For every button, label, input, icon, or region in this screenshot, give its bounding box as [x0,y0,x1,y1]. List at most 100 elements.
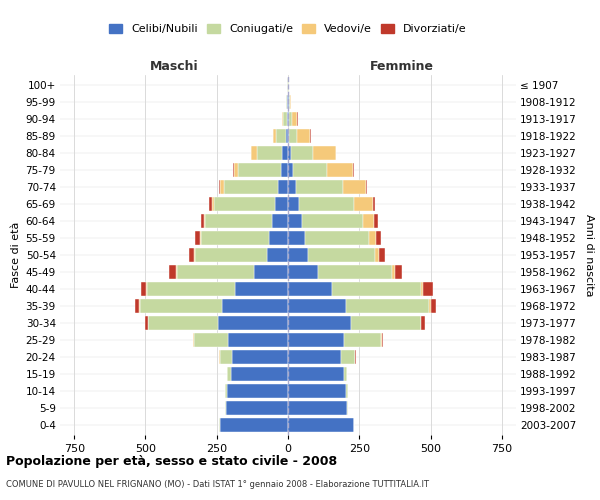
Bar [200,214,204,228]
Text: COMUNE DI PAVULLO NEL FRIGNANO (MO) - Dati ISTAT 1° gennaio 2008 - Elaborazione : COMUNE DI PAVULLO NEL FRIGNANO (MO) - Da… [6,480,429,489]
Bar [281,163,288,178]
Text: Popolazione per età, sesso e stato civile - 2008: Popolazione per età, sesso e stato civil… [6,455,337,468]
Bar [218,316,288,330]
Legend: Celibi/Nubili, Coniugati/e, Vedovi/e, Divorziati/e: Celibi/Nubili, Coniugati/e, Vedovi/e, Di… [105,20,471,38]
Bar [369,231,376,245]
Bar [204,214,205,228]
Bar [288,197,299,212]
Bar [341,350,355,364]
Bar [344,332,382,347]
Bar [276,129,286,144]
Bar [288,112,289,126]
Bar [227,366,231,381]
Bar [224,180,278,194]
Bar [288,146,292,160]
Bar [350,316,421,330]
Bar [140,282,146,296]
Bar [234,163,238,178]
Bar [288,332,344,347]
Bar [346,298,429,313]
Text: Maschi: Maschi [149,60,199,74]
Bar [308,248,375,262]
Bar [288,163,293,178]
Bar [220,180,224,194]
Bar [305,231,369,245]
Bar [376,231,382,245]
Bar [169,265,176,279]
Bar [223,298,288,313]
Bar [288,265,318,279]
Bar [288,282,332,296]
Bar [293,163,328,178]
Bar [212,197,214,212]
Bar [140,298,223,313]
Bar [375,248,379,262]
Bar [196,248,266,262]
Bar [353,163,354,178]
Bar [431,298,436,313]
Bar [313,146,335,160]
Bar [257,146,283,160]
Bar [289,129,298,144]
Bar [283,112,287,126]
Bar [254,265,288,279]
Bar [374,214,378,228]
Bar [344,366,347,381]
Bar [219,180,220,194]
Bar [288,180,296,194]
Bar [135,298,139,313]
Bar [176,265,177,279]
Bar [194,332,228,347]
Bar [235,282,288,296]
Bar [288,214,302,228]
Bar [299,197,355,212]
Y-axis label: Fasce di età: Fasce di età [11,222,22,288]
Bar [283,146,288,160]
Bar [146,282,147,296]
Bar [227,384,288,398]
Bar [288,350,341,364]
Bar [288,298,346,313]
Bar [423,282,433,296]
Bar [429,298,431,313]
Bar [421,282,423,296]
Bar [177,265,254,279]
Bar [238,163,281,178]
Bar [205,214,272,228]
Bar [302,214,363,228]
Bar [298,129,310,144]
Bar [332,282,421,296]
Bar [355,197,373,212]
Bar [288,366,344,381]
Bar [288,231,305,245]
Bar [395,265,402,279]
Bar [251,146,257,160]
Bar [220,418,288,432]
Bar [201,231,269,245]
Bar [194,231,200,245]
Bar [343,180,366,194]
Bar [272,214,288,228]
Bar [392,265,395,279]
Bar [289,95,290,110]
Bar [232,350,288,364]
Bar [421,316,425,330]
Bar [266,248,288,262]
Bar [220,350,232,364]
Bar [292,146,313,160]
Bar [288,316,350,330]
Bar [148,316,218,330]
Bar [194,248,196,262]
Bar [287,112,288,126]
Bar [288,418,353,432]
Bar [379,248,385,262]
Bar [278,180,288,194]
Bar [289,112,292,126]
Bar [318,265,392,279]
Y-axis label: Anni di nascita: Anni di nascita [584,214,593,296]
Bar [189,248,194,262]
Bar [145,316,148,330]
Bar [363,214,374,228]
Bar [209,197,212,212]
Bar [290,95,291,110]
